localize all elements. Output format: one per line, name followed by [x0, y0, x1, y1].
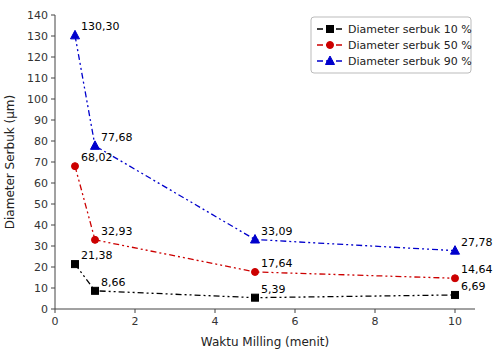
y-tick-label: 100	[27, 93, 48, 106]
y-tick-label: 0	[41, 303, 48, 316]
y-axis-label: Diameter Serbuk (µm)	[3, 95, 17, 229]
y-tick	[51, 204, 55, 205]
legend: Diameter serbuk 10 % Diameter serbuk 50 %…	[311, 17, 472, 73]
y-tick-label: 50	[34, 198, 48, 211]
legend-label: Diameter serbuk 10 %	[348, 23, 472, 36]
data-label: 8,66	[101, 276, 126, 289]
point	[452, 291, 459, 298]
y-tick	[51, 288, 55, 289]
point	[452, 275, 459, 282]
x-tick-label: 10	[448, 315, 462, 328]
point	[91, 141, 100, 150]
x-tick	[55, 309, 56, 313]
x-tick	[135, 309, 136, 313]
data-labels: 21,38 8,66 5,39 6,69 68,02 32,93 17,64 14,64 130…	[81, 20, 493, 295]
point	[252, 268, 259, 275]
y-tick-label: 80	[34, 135, 48, 148]
x-tick-label: 0	[52, 315, 59, 328]
x-axis-line	[55, 309, 475, 310]
y-tick	[51, 36, 55, 37]
x-tick	[215, 309, 216, 313]
data-label: 27,78	[461, 236, 493, 249]
y-tick-label: 30	[34, 240, 48, 253]
y-tick-label: 140	[27, 9, 48, 22]
y-tick-label: 60	[34, 177, 48, 190]
y-tick-label: 70	[34, 156, 48, 169]
legend-marker	[327, 26, 334, 33]
point	[92, 236, 99, 243]
point	[72, 261, 79, 268]
y-tick	[51, 78, 55, 79]
y-tick	[51, 246, 55, 247]
y-tick	[51, 267, 55, 268]
y-tick-label: 120	[27, 51, 48, 64]
legend-marker	[327, 42, 334, 49]
x-tick	[295, 309, 296, 313]
y-tick	[51, 183, 55, 184]
legend-label: Diameter serbuk 90 %	[348, 55, 472, 68]
data-label: 32,93	[101, 225, 133, 238]
x-tick-label: 8	[372, 315, 379, 328]
chart: 0246810010203040506070809010011012013014…	[0, 0, 500, 354]
point	[92, 287, 99, 294]
y-tick	[51, 99, 55, 100]
y-tick-label: 90	[34, 114, 48, 127]
y-tick	[51, 162, 55, 163]
data-label: 68,02	[81, 151, 113, 164]
legend-marker	[326, 56, 335, 65]
y-tick-label: 40	[34, 219, 48, 232]
point	[251, 235, 260, 244]
point	[71, 30, 80, 38]
legend-frame	[311, 17, 471, 73]
y-tick	[51, 120, 55, 121]
data-label: 5,39	[261, 283, 286, 296]
data-label: 21,38	[81, 249, 113, 262]
y-tick	[51, 141, 55, 142]
data-label: 33,09	[261, 225, 293, 238]
legend-label: Diameter serbuk 50 %	[348, 39, 472, 52]
data-label: 6,69	[461, 280, 486, 293]
data-label: 77,68	[101, 131, 133, 144]
y-tick	[51, 15, 55, 16]
y-tick-label: 130	[27, 30, 48, 43]
data-label: 14,64	[461, 263, 493, 276]
point	[72, 163, 79, 170]
y-tick	[51, 309, 55, 310]
y-tick-label: 110	[27, 72, 48, 85]
y-tick-label: 20	[34, 261, 48, 274]
x-axis-label: Waktu Milling (menit)	[201, 335, 329, 349]
x-tick-label: 6	[292, 315, 299, 328]
y-tick	[51, 57, 55, 58]
y-tick	[51, 225, 55, 226]
point	[252, 294, 259, 301]
data-label: 130,30	[81, 20, 120, 33]
series-line	[75, 166, 455, 278]
x-tick-label: 4	[212, 315, 219, 328]
x-tick-label: 2	[132, 315, 139, 328]
x-tick	[455, 309, 456, 313]
x-tick	[375, 309, 376, 313]
y-tick-label: 10	[34, 282, 48, 295]
point	[451, 246, 460, 255]
data-label: 17,64	[261, 257, 293, 270]
